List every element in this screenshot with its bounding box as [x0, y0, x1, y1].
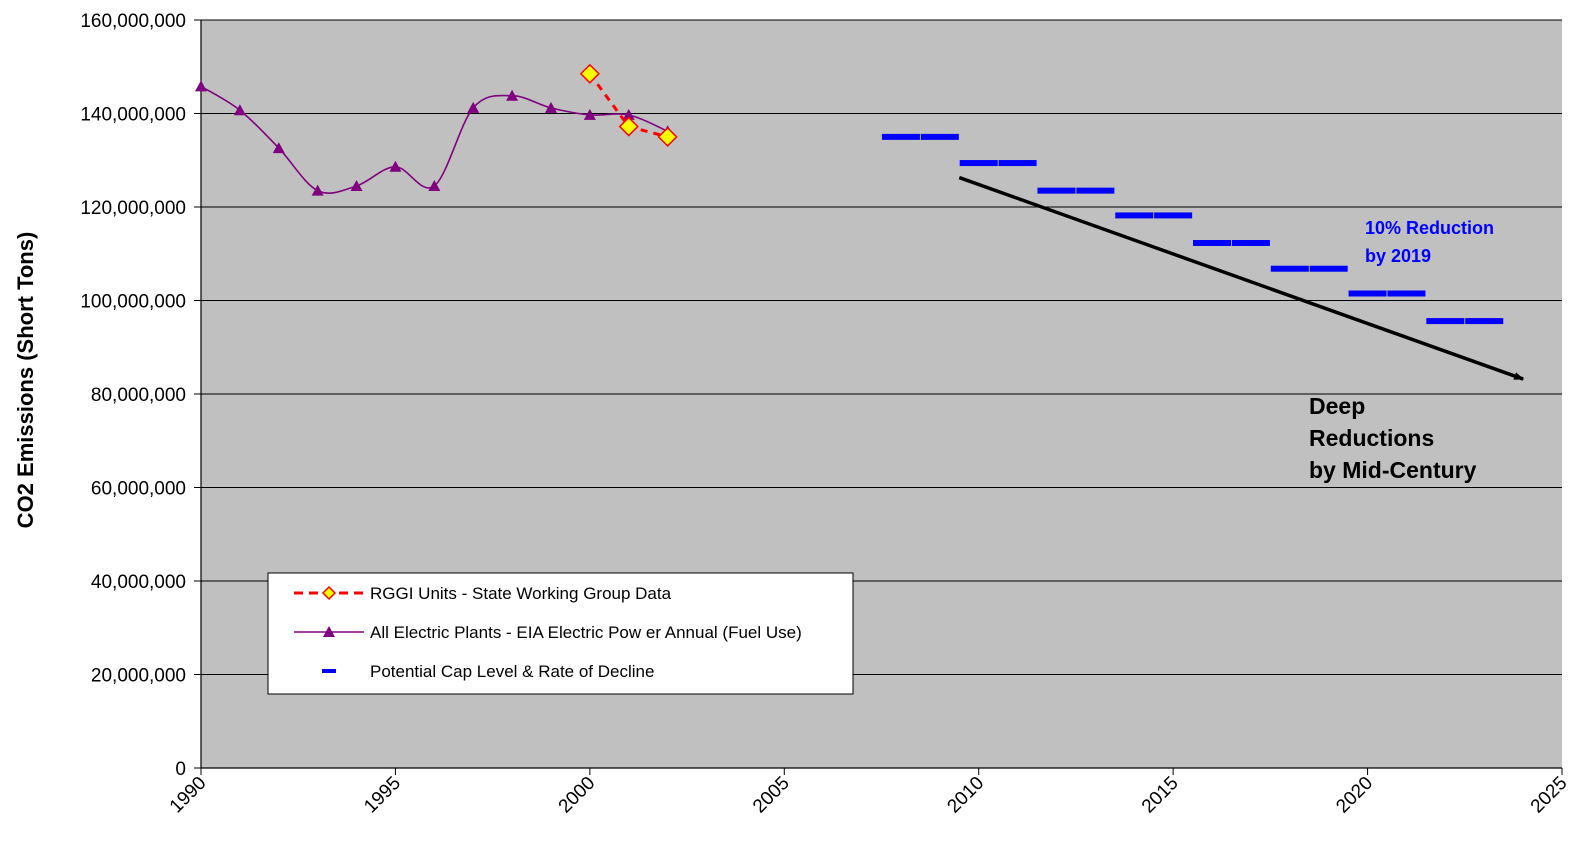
y-tick-label: 40,000,000 — [91, 572, 186, 593]
legend-label-rggi: RGGI Units - State Working Group Data — [370, 584, 672, 603]
annotation-deep-line-1: Deep — [1309, 393, 1365, 419]
y-tick-label: 0 — [175, 759, 186, 780]
y-tick-label: 160,000,000 — [80, 11, 186, 32]
y-tick-label: 60,000,000 — [91, 479, 186, 500]
x-tick-label: 2005 — [749, 773, 794, 818]
rggi-point — [579, 63, 600, 84]
series-rggi-units — [579, 63, 678, 147]
eia-point — [583, 108, 596, 120]
y-tick-label: 20,000,000 — [91, 666, 186, 687]
cap-level-marker — [1193, 239, 1232, 246]
legend-swatch-cap — [322, 669, 336, 673]
legend-label-cap: Potential Cap Level & Rate of Decline — [370, 662, 654, 681]
legend-swatch-eia-marker — [323, 626, 335, 637]
eia-point — [272, 142, 285, 154]
x-tick-label: 2010 — [944, 773, 989, 818]
annotation-deep-line-2: Reductions — [1309, 425, 1434, 451]
x-tick-label: 2000 — [555, 773, 600, 818]
cap-level-marker — [1270, 265, 1309, 272]
cap-level-marker — [920, 133, 959, 140]
cap-level-marker — [1231, 239, 1270, 246]
rggi-point — [618, 116, 639, 137]
y-axis-title: CO2 Emissions (Short Tons) — [13, 232, 38, 529]
eia-point — [350, 179, 363, 191]
legend: RGGI Units - State Working Group Data Al… — [267, 572, 854, 695]
cap-level-marker — [959, 160, 998, 167]
legend-entry-rggi: RGGI Units - State Working Group Data — [294, 584, 672, 603]
annotation-ten-percent-line-2: by 2019 — [1365, 246, 1431, 266]
eia-point — [233, 104, 246, 116]
x-tick-label: 1995 — [360, 773, 405, 818]
legend-entry-cap: Potential Cap Level & Rate of Decline — [322, 662, 654, 681]
cap-level-marker — [1348, 290, 1387, 297]
cap-level-marker — [1387, 290, 1426, 297]
cap-level-marker — [1465, 318, 1504, 325]
rggi-point — [657, 126, 678, 147]
y-tick-label: 100,000,000 — [80, 292, 186, 313]
eia-point — [467, 101, 480, 113]
series-potential-cap — [881, 133, 1504, 325]
cap-level-marker — [1037, 187, 1076, 194]
cap-level-marker — [1076, 187, 1115, 194]
eia-point — [311, 184, 324, 196]
eia-point — [506, 89, 519, 101]
annotation-deep-reductions: Deep Reductions by Mid-Century — [1309, 393, 1477, 483]
eia-point — [544, 101, 557, 113]
annotation-deep-line-3: by Mid-Century — [1309, 457, 1477, 483]
cap-level-marker — [998, 160, 1037, 167]
eia-point — [428, 179, 441, 191]
y-axis-ticks: 0 20,000,000 40,000,000 60,000,000 80,000,00… — [80, 11, 201, 780]
x-tick-label: 1990 — [166, 773, 211, 818]
annotation-ten-percent: 10% Reduction by 2019 — [1365, 218, 1499, 266]
cap-level-marker — [1115, 212, 1154, 219]
eia-point — [195, 80, 207, 92]
x-tick-label: 2025 — [1527, 773, 1572, 818]
legend-box — [267, 572, 854, 695]
series-eia-all-plants — [195, 80, 674, 196]
cap-level-marker — [881, 133, 920, 140]
cap-level-marker — [1154, 212, 1193, 219]
y-tick-label: 80,000,000 — [91, 385, 186, 406]
legend-entry-eia: All Electric Plants - EIA Electric Pow e… — [294, 623, 802, 642]
trend-arrow — [958, 175, 1525, 381]
eia-point — [622, 108, 635, 120]
eia-point — [389, 160, 402, 172]
annotation-ten-percent-line-1: 10% Reduction — [1365, 218, 1494, 238]
x-tick-label: 2020 — [1332, 773, 1377, 818]
x-axis-ticks: 1990 1995 2000 2005 2010 2015 2020 2025 — [166, 768, 1572, 817]
legend-swatch-rggi-marker — [321, 585, 337, 601]
y-tick-label: 120,000,000 — [80, 198, 186, 219]
y-tick-label: 140,000,000 — [80, 105, 186, 126]
cap-level-marker — [1426, 318, 1465, 325]
legend-label-eia: All Electric Plants - EIA Electric Pow e… — [370, 623, 802, 642]
cap-level-marker — [1309, 265, 1348, 272]
x-tick-label: 2015 — [1138, 773, 1183, 818]
